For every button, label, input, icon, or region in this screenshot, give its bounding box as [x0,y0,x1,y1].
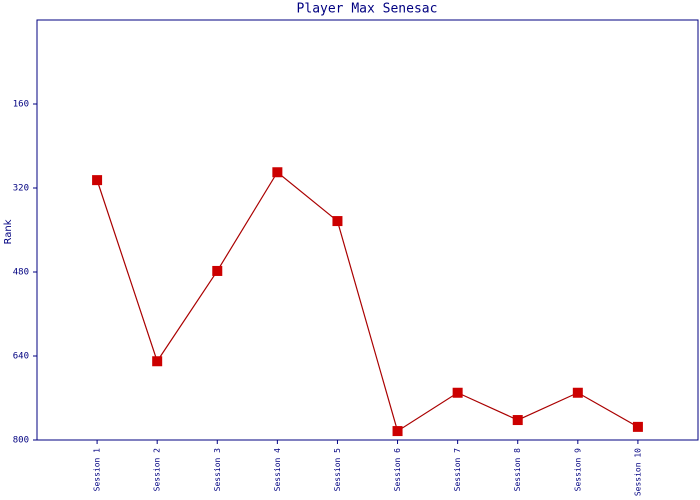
x-tick-label: Session 2 [153,448,162,492]
x-tick-label: Session 9 [573,448,582,492]
x-tick-label: Session 5 [333,448,342,492]
y-tick-label: 160 [13,100,29,110]
point-marker [92,175,103,186]
y-tick-label: 640 [13,352,29,362]
plot-frame [36,19,699,441]
point-marker [212,265,223,276]
x-tick-label: Session 1 [93,448,102,492]
x-tick-label: Session 8 [513,448,522,492]
line [96,171,639,433]
x-tick-label: Session 10 [633,448,642,496]
point-marker [512,415,523,426]
x-tick-label: Session 6 [393,448,402,492]
point-marker [632,421,643,432]
point-marker [332,216,343,227]
x-tick-label: Session 4 [273,448,282,492]
y-tick-label: 320 [13,184,29,194]
y-tick-label: 480 [13,268,29,278]
y-axis-label: Rank [3,219,14,244]
point-marker [392,426,403,437]
x-tick-label: Session 3 [213,448,222,492]
point-marker [572,387,583,398]
point-marker [272,167,283,178]
point-marker [452,387,463,398]
y-tick-label: 800 [13,436,29,446]
point-marker [152,356,163,367]
chart-title: Player Max Senesac [297,2,438,17]
x-tick-label: Session 7 [453,448,462,492]
